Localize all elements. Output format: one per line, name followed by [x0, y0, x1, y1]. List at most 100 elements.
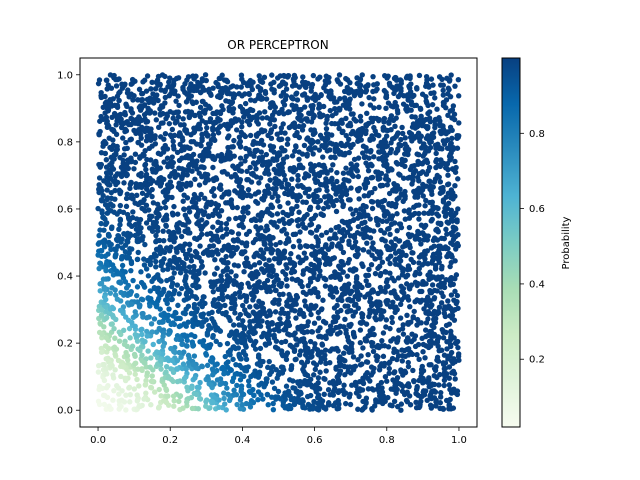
scatter-point — [153, 117, 160, 123]
scatter-point — [295, 183, 302, 189]
scatter-point — [420, 193, 426, 199]
scatter-point — [405, 97, 411, 103]
scatter-point — [402, 369, 409, 376]
scatter-point — [107, 102, 113, 109]
scatter-point — [294, 129, 300, 136]
scatter-point — [434, 106, 440, 112]
scatter-point — [151, 389, 158, 395]
scatter-point — [242, 91, 248, 97]
scatter-point — [241, 269, 247, 275]
scatter-point — [265, 206, 271, 212]
scatter-point — [444, 162, 450, 168]
scatter-point — [170, 393, 177, 399]
scatter-point — [438, 220, 444, 227]
scatter-point — [116, 171, 122, 177]
scatter-point — [235, 163, 241, 170]
scatter-point — [333, 289, 340, 295]
scatter-point — [120, 135, 126, 141]
scatter-point — [293, 193, 299, 199]
scatter-point — [149, 79, 155, 85]
scatter-point — [134, 284, 141, 290]
scatter-point — [357, 113, 364, 120]
scatter-point — [237, 103, 244, 110]
scatter-point — [278, 339, 285, 346]
scatter-point — [300, 289, 307, 296]
scatter-point — [193, 141, 200, 147]
scatter-point — [149, 193, 155, 200]
scatter-point — [146, 207, 152, 213]
scatter-point — [330, 294, 336, 300]
scatter-point — [150, 221, 157, 227]
scatter-point — [160, 267, 166, 273]
scatter-point — [147, 108, 153, 114]
scatter-point — [204, 147, 211, 153]
scatter-point — [103, 77, 110, 83]
scatter-point — [345, 282, 351, 288]
scatter-point — [262, 282, 268, 289]
scatter-point — [301, 250, 308, 256]
scatter-point — [248, 171, 255, 177]
scatter-point — [212, 201, 219, 207]
scatter-point — [145, 273, 152, 279]
scatter-point — [308, 167, 315, 174]
scatter-point — [427, 139, 433, 146]
scatter-point — [174, 357, 181, 364]
scatter-point — [315, 95, 321, 101]
scatter-point — [432, 124, 438, 131]
scatter-point — [208, 392, 215, 398]
scatter-point — [433, 397, 439, 404]
scatter-point — [340, 128, 346, 134]
scatter-point — [269, 72, 275, 78]
scatter-point — [162, 312, 169, 318]
scatter-point — [195, 406, 202, 412]
scatter-point — [234, 127, 240, 133]
scatter-point — [142, 381, 149, 387]
scatter-point — [253, 269, 259, 275]
scatter-point — [98, 280, 105, 287]
scatter-point — [440, 92, 446, 98]
scatter-point — [209, 280, 215, 286]
scatter-point — [264, 319, 271, 326]
scatter-point — [163, 387, 170, 394]
scatter-point — [228, 197, 235, 203]
scatter-point — [192, 176, 198, 182]
scatter-point — [129, 301, 135, 307]
scatter-point — [209, 399, 216, 405]
scatter-point — [383, 127, 389, 133]
scatter-point — [373, 344, 380, 350]
scatter-point — [382, 157, 388, 163]
scatter-point — [332, 106, 338, 112]
scatter-point — [376, 149, 383, 155]
scatter-point — [122, 377, 129, 384]
scatter-point — [138, 296, 145, 302]
scatter-point — [170, 212, 176, 218]
scatter-point — [127, 391, 134, 398]
scatter-point — [378, 270, 384, 277]
scatter-point — [98, 198, 105, 204]
scatter-point — [168, 345, 174, 352]
scatter-point — [312, 366, 319, 373]
scatter-point — [407, 402, 414, 408]
scatter-point — [181, 375, 188, 382]
scatter-point — [365, 291, 371, 298]
scatter-point — [102, 93, 108, 100]
scatter-point — [347, 391, 353, 398]
scatter-point — [347, 206, 354, 212]
scatter-point — [148, 355, 154, 361]
scatter-point — [110, 137, 116, 143]
scatter-point — [376, 367, 383, 373]
scatter-point — [103, 157, 110, 163]
scatter-point — [251, 153, 257, 159]
scatter-point — [123, 203, 130, 210]
scatter-point — [123, 171, 130, 177]
scatter-point — [161, 136, 167, 142]
scatter-point — [273, 241, 279, 248]
scatter-point — [392, 204, 399, 210]
scatter-point — [405, 363, 412, 370]
scatter-point — [276, 291, 283, 298]
scatter-point — [130, 277, 136, 284]
scatter-point — [220, 364, 226, 371]
scatter-point — [309, 81, 316, 88]
scatter-point — [427, 118, 433, 125]
scatter-point — [387, 359, 393, 365]
